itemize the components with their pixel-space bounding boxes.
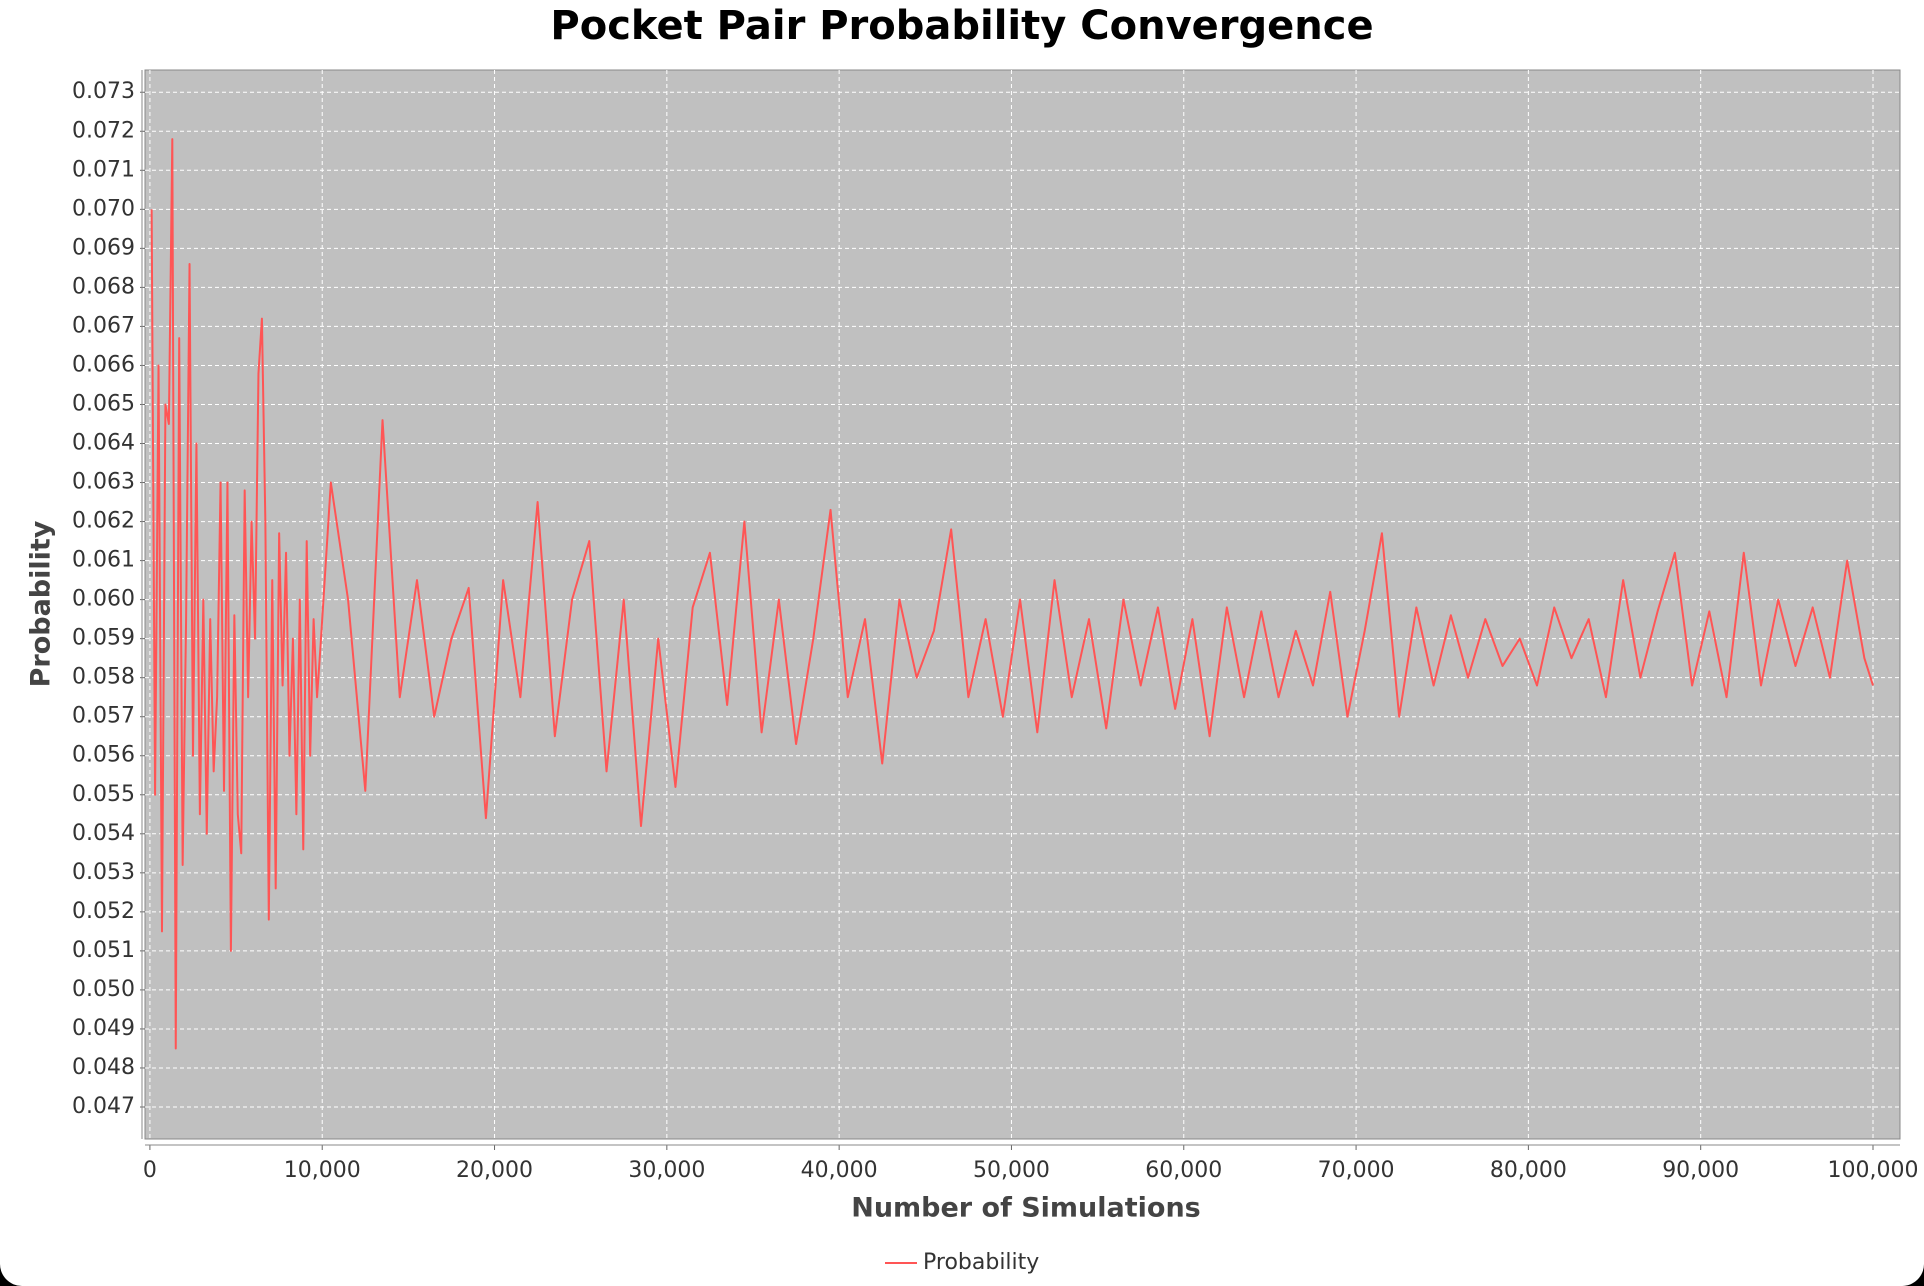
y-tick-label: 0.064	[72, 431, 135, 456]
y-tick-label: 0.069	[72, 235, 135, 260]
y-tick-label: 0.067	[72, 313, 135, 338]
x-tick-label: 70,000	[1318, 1158, 1395, 1183]
y-tick-label: 0.058	[72, 665, 135, 690]
y-tick-label: 0.056	[72, 743, 135, 768]
y-axis-label: Probability	[26, 520, 57, 687]
y-tick-label: 0.054	[72, 821, 135, 846]
y-tick-label: 0.060	[72, 587, 135, 612]
x-tick-label: 40,000	[801, 1158, 878, 1183]
y-tick-label: 0.068	[72, 274, 135, 299]
y-tick-label: 0.052	[72, 899, 135, 924]
x-tick-label: 60,000	[1145, 1158, 1222, 1183]
legend: Probability	[885, 1250, 1039, 1275]
y-tick-label: 0.063	[72, 470, 135, 495]
y-tick-label: 0.055	[72, 782, 135, 807]
y-tick-label: 0.073	[72, 79, 135, 104]
y-tick-label: 0.053	[72, 860, 135, 885]
x-tick-label: 50,000	[973, 1158, 1050, 1183]
y-tick-label: 0.047	[72, 1094, 135, 1119]
chart-title: Pocket Pair Probability Convergence	[550, 3, 1373, 49]
y-tick-label: 0.051	[72, 938, 135, 963]
y-tick-label: 0.072	[72, 118, 135, 143]
x-tick-label: 80,000	[1490, 1158, 1567, 1183]
y-tick-label: 0.070	[72, 196, 135, 221]
y-tick-label: 0.050	[72, 977, 135, 1002]
legend-label: Probability	[923, 1250, 1039, 1275]
x-tick-label: 0	[143, 1158, 157, 1183]
x-tick-label: 90,000	[1662, 1158, 1739, 1183]
y-tick-label: 0.057	[72, 704, 135, 729]
x-axis-label: Number of Simulations	[851, 1193, 1201, 1224]
y-tick-label: 0.061	[72, 548, 135, 573]
x-tick-label: 30,000	[628, 1158, 705, 1183]
y-tick-label: 0.071	[72, 157, 135, 182]
x-tick-label: 100,000	[1828, 1158, 1919, 1183]
y-tick-label: 0.048	[72, 1055, 135, 1080]
x-tick-label: 20,000	[456, 1158, 533, 1183]
y-tick-label: 0.049	[72, 1016, 135, 1041]
data-line	[150, 138, 1874, 1050]
y-tick-label: 0.065	[72, 391, 135, 416]
y-tick-label: 0.059	[72, 626, 135, 651]
y-tick-label: 0.062	[72, 509, 135, 534]
plot-area	[144, 69, 1901, 1140]
y-tick-label: 0.066	[72, 352, 135, 377]
x-tick-label: 10,000	[284, 1158, 361, 1183]
